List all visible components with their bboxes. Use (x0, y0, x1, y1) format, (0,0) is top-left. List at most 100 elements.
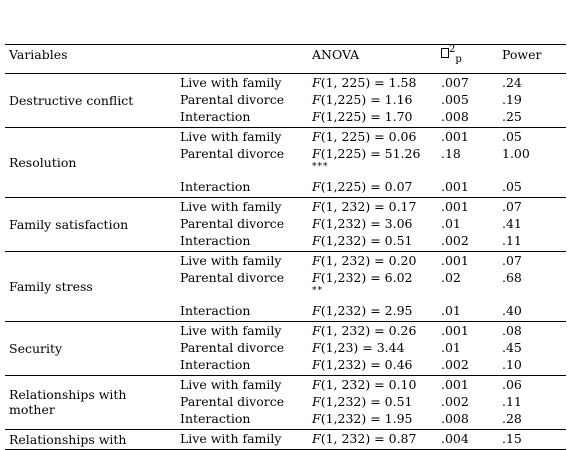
eta-value: .004 (441, 431, 469, 446)
f-symbol: F (312, 129, 321, 144)
eta-value: .001 (441, 253, 469, 268)
power-value: .11 (502, 394, 522, 409)
f-statistic: F(1,232) = 2.95 (312, 303, 412, 318)
group-divider (5, 127, 566, 128)
eta-superscript: 2 (449, 44, 456, 55)
variable-name: Security (9, 340, 63, 356)
eta-value: .008 (441, 411, 469, 426)
f-value: (1,232) = 0.51 (320, 233, 413, 248)
f-statistic: F(1,225) = 1.16 (312, 92, 412, 107)
effect-label: Live with family (180, 323, 282, 338)
eta-value: .005 (441, 92, 469, 107)
effect-label: Interaction (180, 357, 251, 372)
group-divider (5, 251, 566, 252)
variable-name: Family satisfaction (9, 216, 129, 232)
effect-label: Interaction (180, 411, 251, 426)
f-symbol: F (312, 323, 321, 338)
f-symbol: F (312, 92, 321, 107)
f-value: (1,232) = 1.95 (320, 411, 413, 426)
power-value: .10 (502, 357, 522, 372)
effect-label: Live with family (180, 129, 282, 144)
f-symbol: F (312, 199, 321, 214)
effect-label: Interaction (180, 233, 251, 248)
f-statistic: F(1, 225) = 0.06 (312, 129, 416, 144)
f-statistic: F(1, 232) = 0.17 (312, 199, 416, 214)
variable-name: Family stress (9, 278, 93, 294)
power-value: .41 (502, 216, 522, 231)
power-value: .25 (502, 109, 522, 124)
power-value: .24 (502, 75, 522, 90)
f-value: (1, 232) = 0.26 (320, 323, 417, 338)
effect-label: Live with family (180, 253, 282, 268)
header-anova: ANOVA (312, 47, 360, 62)
f-symbol: F (312, 216, 321, 231)
variable-name: Resolution (9, 154, 77, 170)
f-symbol: F (312, 179, 321, 194)
eta-value: .002 (441, 233, 469, 248)
f-symbol: F (312, 431, 321, 446)
group-divider (5, 197, 566, 198)
effect-label: Live with family (180, 199, 282, 214)
f-value: (1,232) = 2.95 (320, 303, 413, 318)
f-symbol: F (312, 146, 321, 161)
f-statistic: F(1,232) = 0.51 (312, 233, 412, 248)
header-power: Power (502, 47, 542, 62)
power-value: .68 (502, 270, 522, 285)
power-value: 1.00 (502, 146, 530, 161)
effect-label: Live with family (180, 431, 282, 446)
f-value: (1,225) = 51.26 (320, 146, 421, 161)
eta-value: .01 (441, 303, 461, 318)
eta-value: .01 (441, 216, 461, 231)
effect-label: Interaction (180, 109, 251, 124)
f-symbol: F (312, 109, 321, 124)
power-value: .45 (502, 340, 522, 355)
eta-value: .01 (441, 340, 461, 355)
f-value: (1,232) = 3.06 (320, 216, 413, 231)
f-value: (1,225) = 0.07 (320, 179, 413, 194)
eta-value: .18 (441, 146, 461, 161)
f-value: (1, 232) = 0.17 (320, 199, 417, 214)
f-statistic: F(1,232) = 0.51 (312, 394, 412, 409)
f-statistic: F(1,232) = 3.06 (312, 216, 412, 231)
f-statistic: F(1, 232) = 0.26 (312, 323, 416, 338)
effect-label: Parental divorce (180, 146, 285, 161)
power-value: .06 (502, 377, 522, 392)
f-statistic: F(1,232) = 1.95 (312, 411, 412, 426)
power-value: .08 (502, 323, 522, 338)
variable-name: Relationships with mother (9, 386, 127, 417)
eta-value: .007 (441, 75, 469, 90)
f-value: (1,232) = 6.02 (320, 270, 413, 285)
f-symbol: F (312, 340, 321, 355)
eta-value: .002 (441, 394, 469, 409)
f-symbol: F (312, 253, 321, 268)
effect-label: Parental divorce (180, 394, 285, 409)
effect-label: Parental divorce (180, 216, 285, 231)
f-statistic: F(1,225) = 0.07 (312, 179, 412, 194)
power-value: .40 (502, 303, 522, 318)
effect-label: Parental divorce (180, 270, 285, 285)
f-symbol: F (312, 303, 321, 318)
f-symbol: F (312, 75, 321, 90)
power-value: .19 (502, 92, 522, 107)
header-bottom-rule (5, 73, 566, 74)
significance-stars: ** (312, 286, 323, 296)
f-value: (1,225) = 1.70 (320, 109, 413, 124)
f-value: (1, 232) = 0.20 (320, 253, 417, 268)
f-value: (1,23) = 3.44 (320, 340, 405, 355)
f-statistic: F(1,225) = 51.26 (312, 146, 420, 161)
power-value: .07 (502, 253, 522, 268)
f-statistic: F(1,225) = 1.70 (312, 109, 412, 124)
effect-label: Interaction (180, 179, 251, 194)
eta-value: .001 (441, 199, 469, 214)
f-statistic: F(1, 232) = 0.10 (312, 377, 416, 392)
f-symbol: F (312, 233, 321, 248)
f-statistic: F(1, 232) = 0.20 (312, 253, 416, 268)
table-top-rule (5, 44, 566, 45)
group-divider (5, 375, 566, 376)
power-value: .05 (502, 129, 522, 144)
variable-name: Destructive conflict (9, 92, 134, 108)
effect-label: Live with family (180, 377, 282, 392)
eta-value: .002 (441, 357, 469, 372)
header-variables: Variables (9, 47, 68, 62)
power-value: .05 (502, 179, 522, 194)
